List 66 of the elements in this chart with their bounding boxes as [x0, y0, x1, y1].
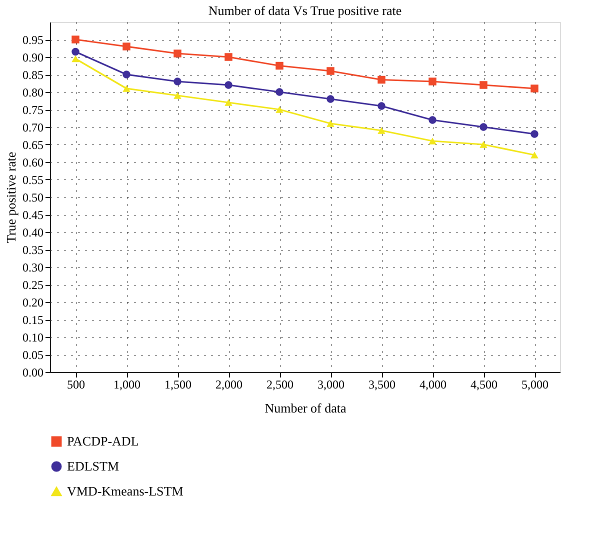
point — [480, 123, 488, 131]
y-tick-label: 0.80 — [22, 86, 44, 100]
point — [326, 120, 334, 127]
point — [72, 36, 80, 44]
y-tick-label: 0.60 — [22, 156, 44, 170]
point — [276, 106, 284, 113]
y-tick-label: 0.95 — [22, 33, 44, 47]
x-tick-label: 1,000 — [114, 378, 140, 392]
y-tick-label: 0.20 — [22, 296, 44, 310]
x-tick-label: 2,000 — [216, 378, 242, 392]
x-tick-label: 4,000 — [420, 378, 446, 392]
point — [72, 48, 80, 56]
point — [122, 42, 130, 50]
point — [378, 102, 386, 110]
x-tick-label: 3,000 — [318, 378, 344, 392]
point — [530, 84, 538, 92]
point — [174, 92, 182, 99]
y-tick-label: 0.70 — [22, 120, 44, 134]
legend-label: PACDP-ADL — [67, 434, 139, 448]
y-tick-label: 0.75 — [22, 103, 44, 117]
y-tick-label: 0.05 — [22, 348, 44, 362]
y-axis-title: True positive rate — [4, 152, 18, 244]
chart-title: Number of data Vs True positive rate — [208, 3, 402, 18]
y-tick-label: 0.25 — [22, 278, 44, 292]
point — [530, 152, 538, 158]
point — [428, 138, 436, 144]
point — [378, 127, 386, 134]
y-tick-label: 0.00 — [22, 366, 44, 380]
x-tick-label: 1,500 — [164, 378, 192, 392]
legend-label: VMD-Kmeans-LSTM — [67, 484, 184, 498]
point — [224, 99, 232, 106]
x-tick-label: 4,500 — [470, 378, 498, 392]
point — [428, 116, 436, 124]
y-tick-label: 0.55 — [22, 173, 44, 187]
y-tick-label: 0.35 — [22, 243, 44, 257]
y-tick-label: 0.90 — [22, 50, 44, 64]
point — [174, 78, 182, 86]
y-tick-label: 0.30 — [22, 260, 44, 274]
x-tick-label: 2,500 — [266, 378, 294, 392]
y-tick-label: 0.40 — [22, 226, 44, 240]
point — [224, 81, 232, 89]
point — [428, 78, 436, 86]
point — [122, 70, 130, 78]
legend-label: EDLSTM — [67, 458, 120, 474]
point — [276, 88, 284, 96]
point — [480, 81, 488, 89]
y-tick-label: 0.10 — [22, 330, 44, 344]
point — [72, 55, 80, 62]
point — [276, 62, 284, 70]
point — [174, 50, 182, 58]
x-tick-label: 500 — [67, 378, 85, 392]
y-tick-label: 0.65 — [22, 138, 44, 152]
point — [378, 76, 386, 84]
point — [122, 85, 130, 92]
point — [530, 130, 538, 138]
x-tick-label: 3,500 — [368, 378, 396, 392]
y-tick-label: 0.15 — [22, 313, 44, 327]
point — [326, 67, 334, 75]
x-tick-label: 5,000 — [522, 378, 548, 392]
point — [224, 53, 232, 61]
point — [480, 141, 488, 148]
y-tick-label: 0.50 — [22, 190, 44, 204]
x-axis-title: Number of data — [264, 400, 347, 416]
point — [326, 95, 334, 103]
y-tick-label: 0.85 — [22, 68, 44, 82]
y-tick-label: 0.45 — [22, 208, 44, 222]
